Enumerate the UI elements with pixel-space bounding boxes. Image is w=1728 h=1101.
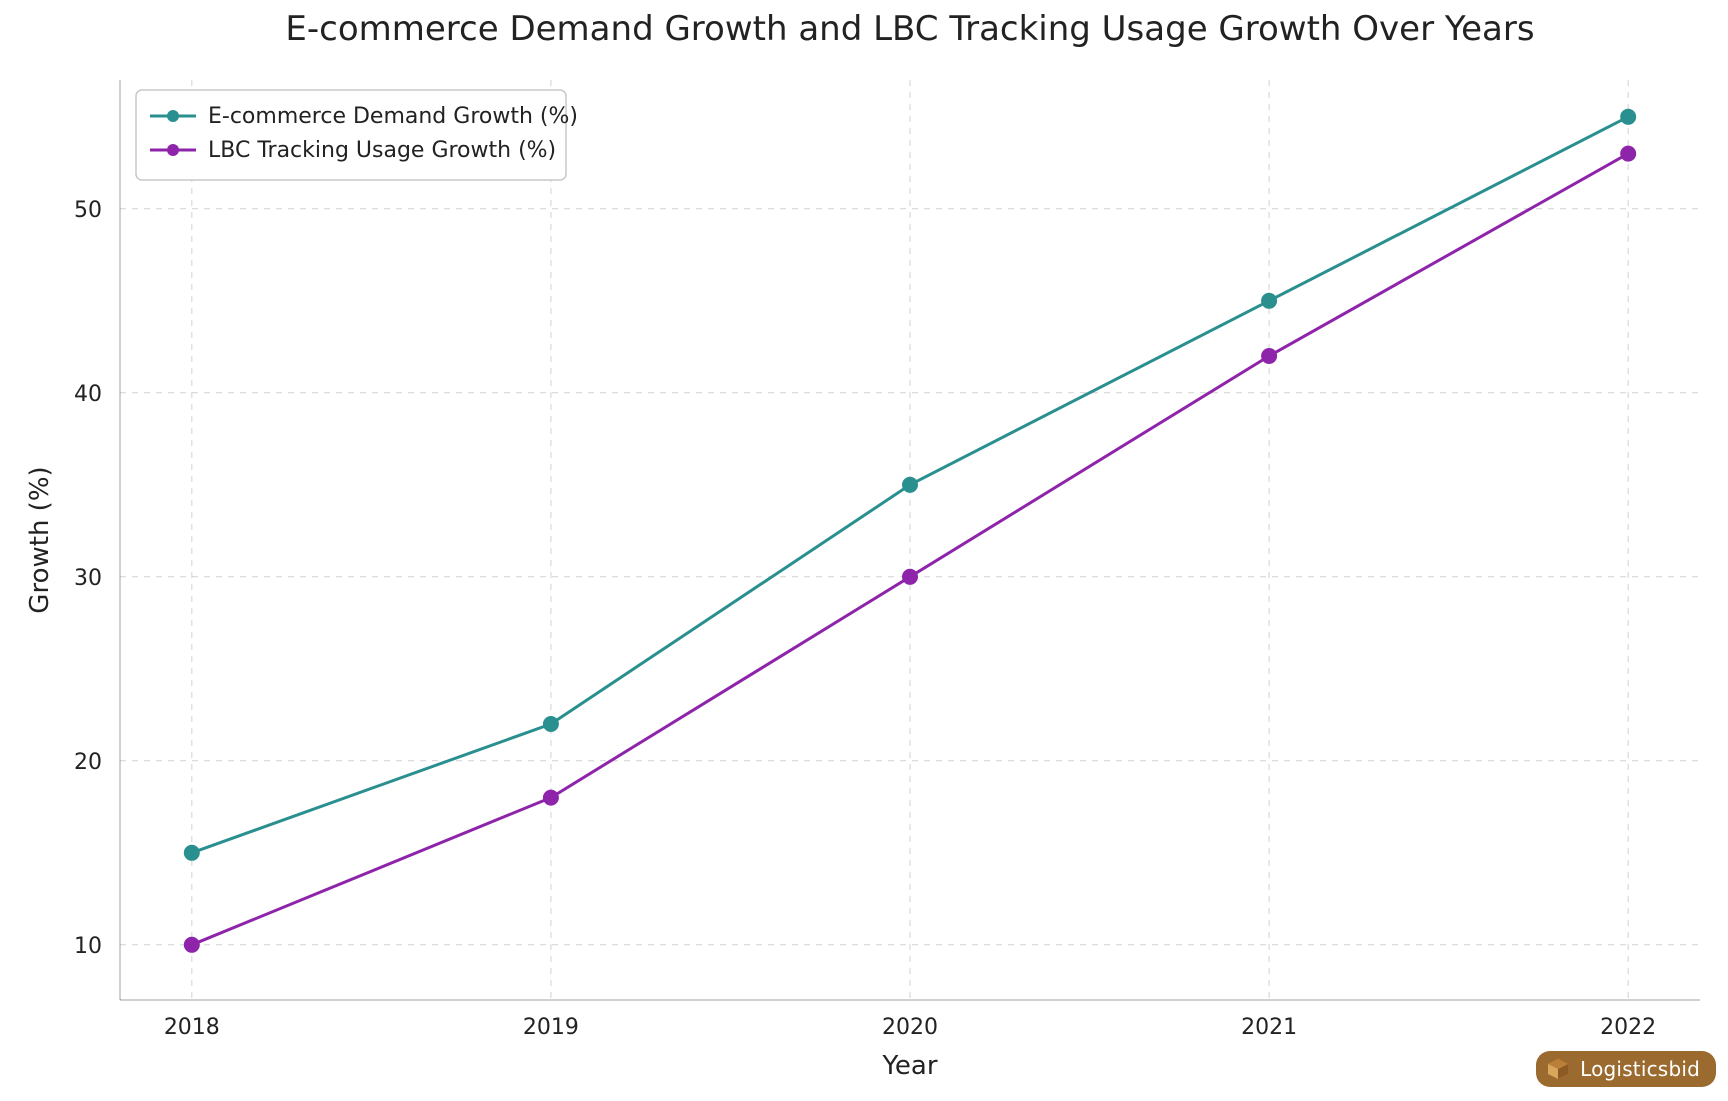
marker-ecom	[544, 717, 558, 731]
x-tick-label: 2022	[1600, 1015, 1656, 1040]
chart-container: E-commerce Demand Growth and LBC Trackin…	[0, 0, 1728, 1101]
logo-text-bold: Logistics	[1580, 1057, 1668, 1081]
legend-label-lbc: LBC Tracking Usage Growth (%)	[208, 138, 556, 163]
x-tick-label: 2018	[164, 1015, 220, 1040]
marker-lbc	[544, 791, 558, 805]
logisticsbid-logo: Logisticsbid	[1536, 1051, 1716, 1087]
marker-lbc	[903, 570, 917, 584]
x-tick-label: 2021	[1241, 1015, 1297, 1040]
x-axis-label: Year	[881, 1051, 937, 1081]
y-tick-label: 30	[74, 566, 102, 591]
logo-text-light: bid	[1668, 1057, 1700, 1081]
marker-ecom	[185, 846, 199, 860]
y-tick-label: 10	[74, 934, 102, 959]
legend-marker-lbc	[167, 144, 179, 156]
marker-lbc	[1262, 349, 1276, 363]
x-tick-label: 2020	[882, 1015, 938, 1040]
marker-lbc	[185, 938, 199, 952]
y-tick-label: 20	[74, 750, 102, 775]
marker-ecom	[1262, 294, 1276, 308]
y-tick-label: 40	[74, 382, 102, 407]
legend-label-ecom: E-commerce Demand Growth (%)	[208, 104, 578, 129]
marker-lbc	[1621, 147, 1635, 161]
package-icon	[1546, 1057, 1570, 1081]
chart-title: E-commerce Demand Growth and LBC Trackin…	[285, 9, 1534, 49]
chart-svg: E-commerce Demand Growth and LBC Trackin…	[0, 0, 1728, 1101]
marker-ecom	[1621, 110, 1635, 124]
y-axis-label: Growth (%)	[25, 466, 55, 613]
marker-ecom	[903, 478, 917, 492]
legend-marker-ecom	[167, 110, 179, 122]
x-tick-label: 2019	[523, 1015, 579, 1040]
y-tick-label: 50	[74, 198, 102, 223]
